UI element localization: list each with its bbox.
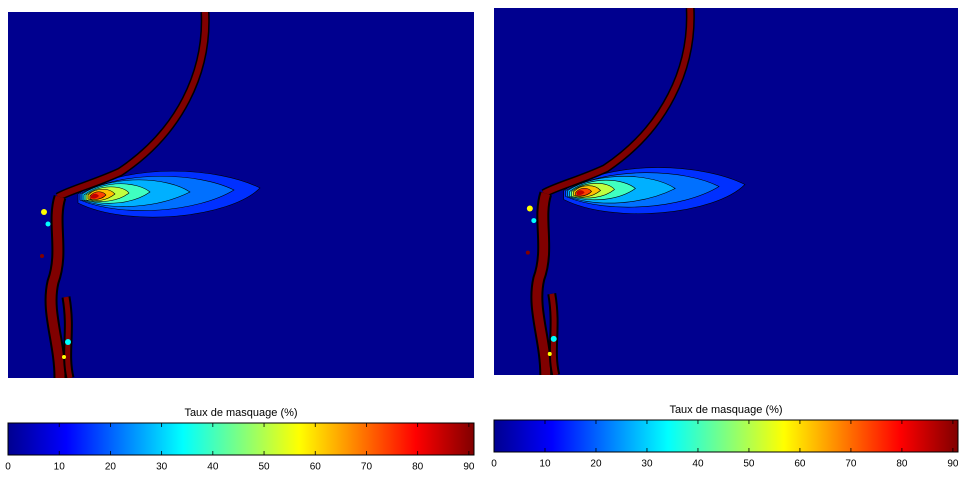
tick-label: 30 xyxy=(641,459,653,470)
tick-label: 10 xyxy=(54,462,66,473)
contour-plot xyxy=(494,8,958,375)
tick-label: 40 xyxy=(692,459,704,470)
tick-label: 0 xyxy=(491,459,497,470)
contour-field xyxy=(8,12,474,378)
contour-field xyxy=(494,8,958,375)
tick-label: 70 xyxy=(845,459,857,470)
tick-label: 30 xyxy=(156,462,168,473)
tick-label: 70 xyxy=(361,462,373,473)
panel: Taux de masquage (%) 0 10 20 30 40 50 60 70 80 90 xyxy=(491,8,959,470)
colorbar xyxy=(7,422,475,456)
tick-label: 40 xyxy=(207,462,219,473)
tick-label: 20 xyxy=(105,462,117,473)
contour-plot xyxy=(8,12,474,378)
tick-label: 90 xyxy=(947,459,959,470)
tick-label: 80 xyxy=(412,462,424,473)
tick-label: 0 xyxy=(5,462,11,473)
tick-label: 90 xyxy=(463,462,475,473)
tick-label: 50 xyxy=(743,459,755,470)
tick-label: 20 xyxy=(590,459,602,470)
panel: Taux de masquage (%) 0 10 20 30 40 50 60 70 80 90 xyxy=(5,12,475,473)
tick-label: 80 xyxy=(896,459,908,470)
colorbar-label: Taux de masquage (%) xyxy=(184,407,297,419)
colorbar-label: Taux de masquage (%) xyxy=(669,404,782,416)
tick-label: 10 xyxy=(539,459,551,470)
tick-label: 50 xyxy=(258,462,270,473)
tick-label: 60 xyxy=(310,462,322,473)
tick-label: 60 xyxy=(794,459,806,470)
colorbar xyxy=(493,419,959,453)
